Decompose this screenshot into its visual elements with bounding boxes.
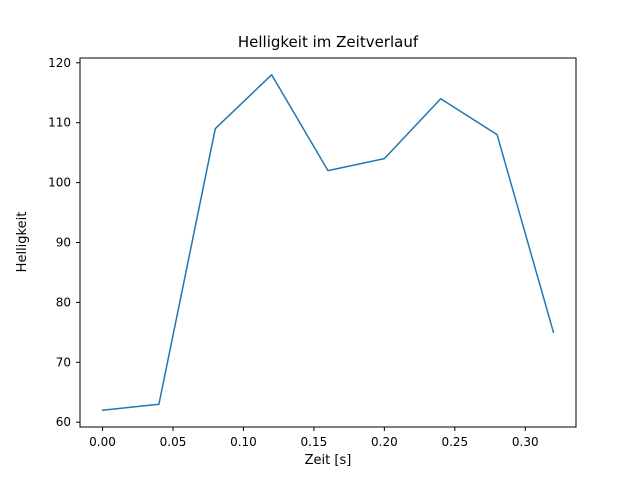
y-tick-label: 120 <box>48 56 71 70</box>
x-tick-label: 0.25 <box>441 435 468 449</box>
y-tick-label: 110 <box>48 116 71 130</box>
x-tick-label: 0.10 <box>230 435 257 449</box>
y-tick-label: 100 <box>48 176 71 190</box>
x-tick-label: 0.15 <box>301 435 328 449</box>
y-tick-label: 80 <box>56 295 71 309</box>
y-axis-label: Helligkeit <box>15 212 30 273</box>
y-tick-label: 70 <box>56 355 71 369</box>
x-tick-label: 0.20 <box>371 435 398 449</box>
y-tick-label: 60 <box>56 415 71 429</box>
x-tick-label: 0.05 <box>160 435 187 449</box>
y-tick-label: 90 <box>56 236 71 250</box>
chart-title: Helligkeit im Zeitverlauf <box>238 33 419 51</box>
data-series <box>101 74 555 411</box>
series-line <box>101 74 555 411</box>
x-tick-label: 0.30 <box>512 435 539 449</box>
axes-frame <box>79 57 577 428</box>
x-tick-label: 0.00 <box>89 435 116 449</box>
axis-ticks: 0.00 0.05 0.10 0.15 0.20 0.25 0.30 60 70 80 90 100 1… <box>48 56 539 449</box>
x-axis-label: Zeit [s] <box>305 453 352 468</box>
